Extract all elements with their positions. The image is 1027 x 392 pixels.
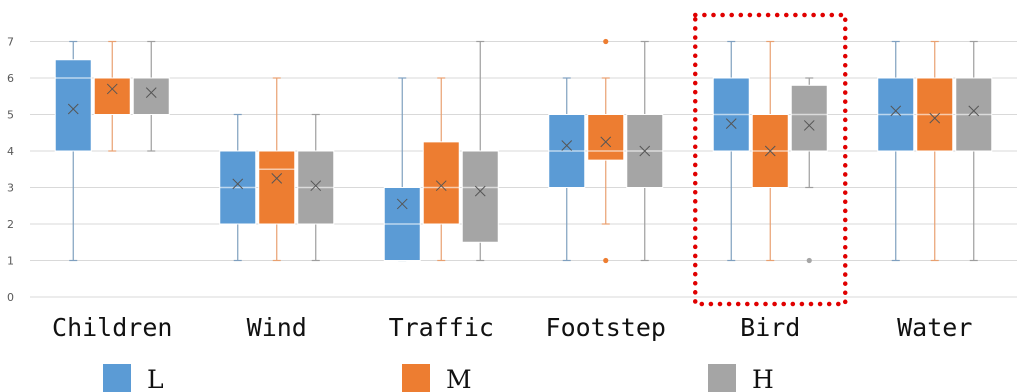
box-L-wind	[219, 113, 257, 262]
legend-swatch-L	[103, 364, 131, 392]
highlight-rect	[693, 12, 848, 307]
mean-marker	[764, 145, 776, 157]
mean-marker	[968, 105, 980, 117]
mean-marker	[474, 185, 486, 197]
mean-marker	[890, 105, 902, 117]
legend-label-M: M	[446, 365, 472, 392]
y-tick-label: 5	[7, 109, 14, 122]
mean-marker	[639, 145, 651, 157]
box-L-children	[54, 40, 92, 262]
legend-label-H: H	[752, 365, 774, 392]
mean-marker	[803, 120, 815, 131]
iqr-box	[132, 77, 170, 115]
iqr-box	[461, 150, 499, 243]
mean-marker	[310, 180, 322, 192]
mean-marker	[67, 103, 79, 115]
legend-label-L: L	[147, 365, 164, 392]
mean-marker	[232, 178, 244, 190]
mean-marker	[561, 140, 573, 151]
box-M-footstep	[587, 38, 625, 264]
mean-marker	[396, 198, 408, 210]
x-tick-label: Water	[897, 313, 972, 342]
box-L-water	[877, 40, 915, 262]
bird-highlight	[693, 12, 848, 307]
outlier-point	[806, 257, 812, 264]
box-H-traffic	[461, 40, 499, 262]
x-tick-label: Traffic	[389, 313, 494, 342]
mean-marker	[106, 83, 118, 95]
mean-marker	[145, 87, 157, 98]
box-H-wind	[297, 113, 335, 262]
box-H-footstep	[626, 40, 664, 262]
box-M-traffic	[422, 77, 460, 262]
iqr-box	[258, 150, 296, 225]
box-M-water	[916, 40, 954, 262]
gridlines	[30, 41, 1017, 298]
y-tick-label: 7	[7, 36, 14, 49]
mean-marker	[435, 180, 447, 192]
outlier-point	[603, 38, 609, 45]
y-axis: 0 1 2 3 4 5 6 7	[7, 36, 14, 305]
box-L-bird	[712, 40, 750, 262]
y-tick-label: 2	[7, 218, 14, 231]
x-tick-label: Footstep	[546, 313, 666, 342]
y-tick-label: 3	[7, 182, 14, 195]
mean-marker	[271, 173, 283, 184]
mean-marker	[600, 136, 612, 148]
iqr-box	[54, 59, 92, 152]
y-tick-label: 1	[7, 255, 14, 268]
x-tick-label: Bird	[740, 313, 800, 342]
iqr-box	[790, 84, 828, 152]
legend-swatch-M	[402, 364, 430, 392]
box-H-children	[132, 40, 170, 152]
legend-swatch-H	[708, 364, 736, 392]
box-M-children	[93, 40, 131, 152]
x-tick-label: Wind	[247, 313, 307, 342]
y-tick-label: 0	[7, 291, 14, 304]
mean-marker	[929, 112, 941, 124]
iqr-box	[587, 114, 625, 161]
outlier-point	[603, 257, 609, 264]
box-L-traffic	[383, 77, 421, 262]
box-L-footstep	[548, 77, 586, 262]
y-tick-label: 4	[7, 145, 14, 158]
mean-marker	[725, 118, 737, 129]
plot-area	[54, 38, 993, 264]
box-H-water	[955, 40, 993, 262]
x-tick-label: Children	[52, 313, 172, 342]
box-M-wind	[258, 77, 296, 262]
iqr-box	[93, 77, 131, 115]
box-H-bird	[790, 77, 828, 264]
iqr-box	[422, 141, 460, 225]
y-tick-label: 6	[7, 72, 14, 85]
box-M-bird	[751, 40, 789, 262]
x-axis: Children Wind Traffic Footstep Bird Water	[52, 313, 972, 342]
